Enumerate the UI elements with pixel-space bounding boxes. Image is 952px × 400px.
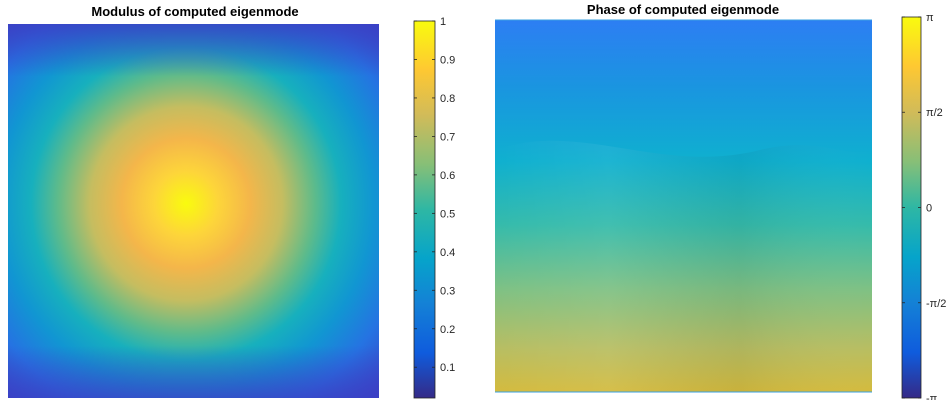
colorbar-tick-label: 0.9 <box>440 54 455 66</box>
modulus-panel: Modulus of computed eigenmode 0.10.20.30… <box>8 4 455 399</box>
colorbar-tick-label: 0.2 <box>440 324 455 336</box>
phase-colorbar-ticks: -π -π/2 0 π/2 π <box>902 12 946 400</box>
colorbar-tick-label: 0.4 <box>440 247 455 259</box>
colorbar-tick-label: -π/2 <box>926 298 946 310</box>
modulus-edge-shade <box>8 24 379 398</box>
phase-wave-shading <box>495 140 872 392</box>
colorbar-tick-label: 0.1 <box>440 362 455 374</box>
modulus-colorbar-ticks: 0.1 0.2 0.3 0.4 0.5 0.6 0.7 0.8 0.9 1 <box>414 16 455 374</box>
colorbar-tick-label: 1 <box>440 16 446 28</box>
colorbar-tick-label: π/2 <box>926 107 943 119</box>
phase-panel: Phase of computed eigenmode -π -π/2 0 π/2 π <box>495 2 946 400</box>
phase-title: Phase of computed eigenmode <box>587 2 779 17</box>
colorbar-tick-label: π <box>926 12 934 24</box>
colorbar-tick-label: -π <box>926 393 938 400</box>
colorbar-tick-label: 0.3 <box>440 285 455 297</box>
colorbar-tick-label: 0.8 <box>440 93 455 105</box>
colorbar-tick-label: 0.7 <box>440 131 455 143</box>
modulus-title: Modulus of computed eigenmode <box>91 4 298 19</box>
colorbar-tick-label: 0 <box>926 203 932 215</box>
colorbar-tick-label: 0.5 <box>440 208 455 220</box>
colorbar-tick-label: 0.6 <box>440 170 455 182</box>
modulus-colorbar <box>413 20 436 399</box>
